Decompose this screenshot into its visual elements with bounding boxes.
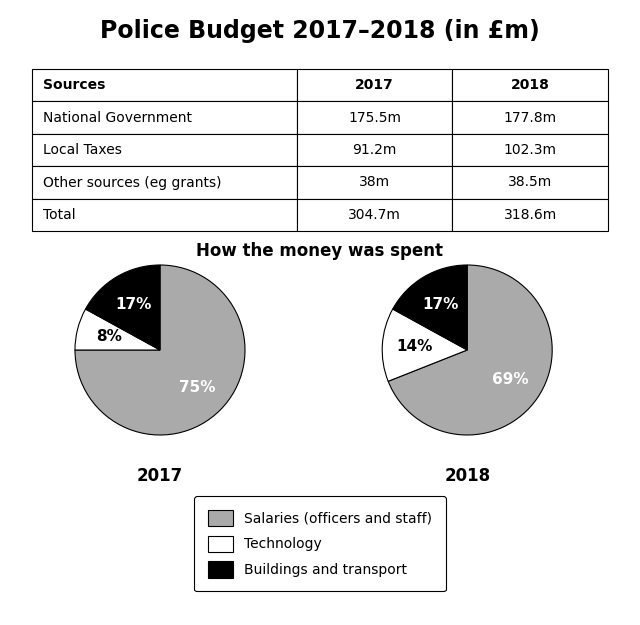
Text: 14%: 14% [396, 339, 433, 354]
Wedge shape [86, 265, 160, 350]
Text: 69%: 69% [492, 372, 529, 387]
Wedge shape [393, 265, 467, 350]
Text: 17%: 17% [422, 297, 459, 312]
Text: 17%: 17% [115, 297, 152, 312]
Text: Police Budget 2017–2018 (in £m): Police Budget 2017–2018 (in £m) [100, 19, 540, 43]
Legend: Salaries (officers and staff), Technology, Buildings and transport: Salaries (officers and staff), Technolog… [194, 496, 446, 591]
Wedge shape [382, 309, 467, 381]
Text: How the money was spent: How the money was spent [196, 242, 444, 260]
Text: 2017: 2017 [137, 467, 183, 485]
Wedge shape [388, 265, 552, 435]
Wedge shape [75, 265, 245, 435]
Text: 75%: 75% [179, 380, 216, 395]
Wedge shape [75, 309, 160, 350]
Text: 2018: 2018 [444, 467, 490, 485]
Text: 8%: 8% [96, 329, 122, 344]
